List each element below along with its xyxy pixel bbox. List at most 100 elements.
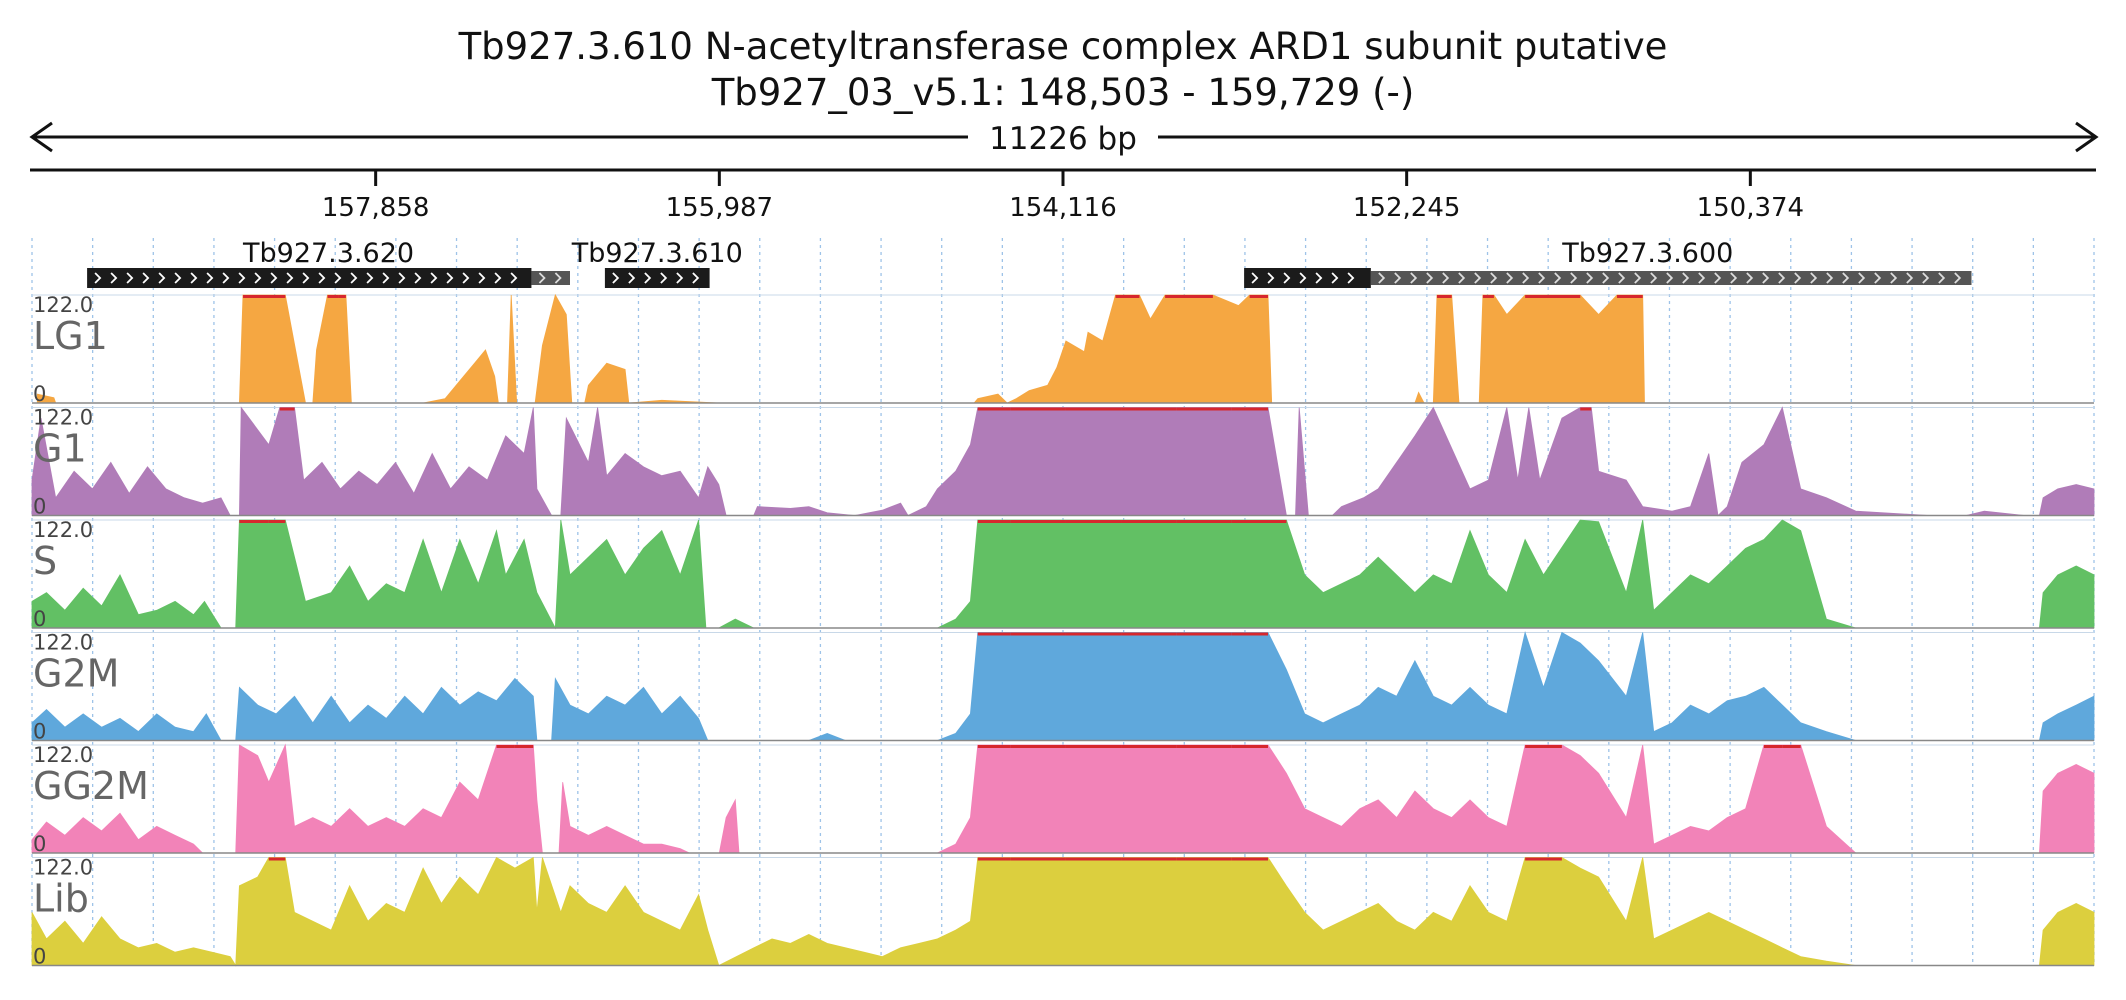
utr-chevron-icon	[1922, 272, 1930, 284]
clip-marker	[977, 632, 1011, 636]
cds-chevron-icon	[644, 272, 652, 284]
track-scale-min: 0	[33, 382, 46, 406]
cds-chevron-icon	[430, 272, 438, 284]
track-scale-min: 0	[33, 720, 46, 744]
clip-marker	[1525, 745, 1544, 748]
coverage-area	[31, 631, 2095, 741]
gene-cds	[604, 268, 710, 288]
clip-marker	[1065, 857, 1122, 861]
track-name: Lib	[33, 877, 89, 921]
clip-marker	[338, 295, 346, 298]
clip-marker	[243, 295, 286, 298]
cds-chevron-icon	[110, 272, 118, 284]
coverage-area	[31, 743, 2095, 854]
utr-chevron-icon	[1730, 272, 1738, 284]
clip-marker	[1482, 295, 1494, 298]
chart-subtitle: Tb927_03_v5.1: 148,503 - 159,729 (-)	[711, 71, 1415, 114]
track-g2m: 122.0 0 G2M	[31, 631, 2095, 744]
cds-chevron-icon	[1251, 272, 1259, 284]
cds-chevron-icon	[94, 272, 102, 284]
clip-marker	[279, 407, 295, 411]
utr-chevron-icon	[1634, 272, 1642, 284]
utr-chevron-icon	[1858, 272, 1866, 284]
gene-label: Tb927.3.610	[571, 238, 743, 269]
track-scale-max: 122.0	[33, 293, 93, 317]
coverage-area	[31, 856, 2095, 967]
span-indicator: 11226 bp	[29, 118, 2099, 157]
cds-chevron-icon	[142, 272, 150, 284]
clip-marker	[1176, 857, 1232, 861]
track-name: G1	[33, 427, 87, 471]
span-label-bg	[968, 118, 1158, 156]
cds-chevron-icon	[350, 272, 358, 284]
utr-chevron-icon	[1490, 272, 1498, 284]
cds-chevron-icon	[238, 272, 246, 284]
clip-marker	[1176, 407, 1232, 411]
clip-marker	[1115, 295, 1140, 298]
track-name: LG1	[33, 314, 108, 358]
clip-marker	[1065, 520, 1122, 523]
clip-marker	[1121, 407, 1177, 411]
utr-chevron-icon	[1474, 272, 1482, 284]
utr-chevron-icon	[1570, 272, 1578, 284]
utr-chevron-icon	[1378, 272, 1386, 284]
clip-marker	[977, 857, 1011, 861]
utr-chevron-icon	[1586, 272, 1594, 284]
utr-chevron-icon	[1506, 272, 1514, 284]
clip-marker	[1436, 295, 1452, 298]
clip-marker	[1121, 745, 1177, 748]
utr-chevron-icon	[1426, 272, 1434, 284]
cds-chevron-icon	[414, 272, 422, 284]
track-name: GG2M	[33, 764, 149, 808]
track-g1: 122.0 0 G1	[31, 406, 2095, 519]
track-name: G2M	[33, 652, 119, 696]
axis-tick-label: 152,245	[1353, 193, 1461, 223]
coverage-area	[31, 406, 2095, 517]
clip-marker	[977, 520, 1011, 523]
coverage-area	[31, 519, 2095, 630]
clip-marker	[327, 295, 339, 298]
clip-marker	[1543, 745, 1562, 748]
cds-chevron-icon	[510, 272, 518, 284]
track-scale-max: 122.0	[33, 856, 93, 880]
cds-chevron-icon	[1315, 272, 1323, 284]
utr-chevron-icon	[1538, 272, 1546, 284]
cds-chevron-icon	[660, 272, 668, 284]
cds-chevron-icon	[334, 272, 342, 284]
utr-chevron-icon	[1442, 272, 1450, 284]
axis-tick-label: 155,987	[666, 193, 774, 223]
track-gg2m: 122.0 0 GG2M	[31, 743, 2095, 856]
utr-chevron-icon	[1778, 272, 1786, 284]
clip-marker	[1231, 857, 1268, 861]
clip-marker	[977, 745, 1011, 748]
cds-chevron-icon	[692, 272, 700, 284]
cds-chevron-icon	[1267, 272, 1275, 284]
cds-chevron-icon	[478, 272, 486, 284]
clip-marker	[514, 745, 534, 748]
utr-chevron-icon	[538, 272, 546, 284]
clip-marker	[239, 520, 269, 523]
clip-marker	[1231, 407, 1268, 411]
clip-marker	[1065, 745, 1122, 748]
cds-chevron-icon	[302, 272, 310, 284]
utr-chevron-icon	[1746, 272, 1754, 284]
track-scale-min: 0	[33, 945, 46, 969]
utr-chevron-icon	[1714, 272, 1722, 284]
track-lib: 122.0 0 Lib	[31, 856, 2095, 969]
clip-marker	[1525, 295, 1581, 298]
cds-chevron-icon	[612, 272, 620, 284]
gene-cds	[1244, 268, 1371, 288]
utr-chevron-icon	[1842, 272, 1850, 284]
gene-Tb927-3-610: Tb927.3.610	[571, 238, 743, 288]
utr-chevron-icon	[1554, 272, 1562, 284]
track-scale-max: 122.0	[33, 406, 93, 430]
cds-chevron-icon	[190, 272, 198, 284]
clip-marker	[1231, 632, 1268, 636]
clip-marker	[977, 407, 1011, 411]
cds-chevron-icon	[1283, 272, 1291, 284]
cds-chevron-icon	[270, 272, 278, 284]
clip-marker	[1763, 745, 1783, 748]
clip-marker	[1231, 520, 1268, 523]
cds-chevron-icon	[1331, 272, 1339, 284]
cds-chevron-icon	[628, 272, 636, 284]
